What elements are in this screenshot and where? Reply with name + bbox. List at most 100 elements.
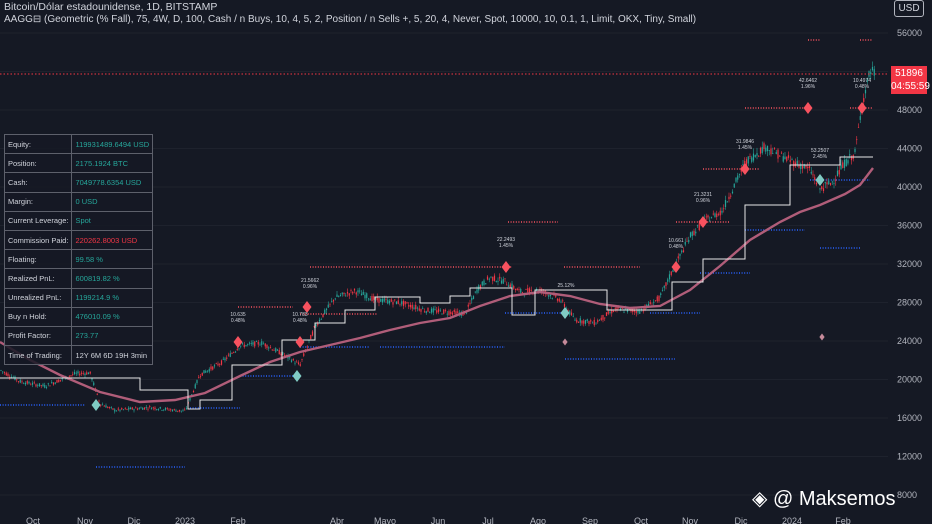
candle-body [388,300,391,304]
candle-body [180,410,182,412]
watermark: ◈ @ Maksemos [752,486,896,511]
time-tick-label: Mayo [374,516,396,524]
candle-body [145,407,147,408]
trade-label-percent: 0.96% [303,284,318,290]
time-tick-label: Feb [835,516,851,524]
candle-body [367,298,370,300]
candle-body [185,408,188,409]
candle-body [773,147,776,149]
candle-body [502,279,504,284]
candle-body [72,373,74,375]
candle-body [44,384,46,388]
candle-body [859,116,861,120]
stats-row: Floating: 99.58 % [3,249,154,270]
candle-body [208,369,210,372]
candle-body [324,309,326,314]
indicator-legend[interactable]: AAGG⊟ (Geometric (% Fall), 75, 4W, D, 10… [4,14,697,25]
candle-body [586,319,588,321]
time-tick-label: Feb [230,516,246,524]
candle-body [469,303,471,304]
candle-body [138,408,140,410]
candle-body [422,308,424,310]
candle-body [761,147,763,154]
candle-body [604,317,606,319]
candle-body [798,164,800,168]
stats-row: Equity: 119931489.6494 USD [3,133,154,155]
candle-body [560,301,562,303]
stats-value: 273.77 [71,325,154,347]
candle-body [632,308,634,313]
candle-body [707,215,709,218]
time-tick-label: Ago [530,516,546,524]
stats-value: 2175.1924 BTC [71,153,154,174]
candle-body [590,320,592,322]
candle-body [98,400,100,402]
candle-body [33,382,35,384]
candle-body [175,410,177,412]
candle-body [658,296,660,302]
candle-body [493,275,496,281]
time-axis[interactable]: Oct Nov Dic 2023 Feb Abr Mayo Jun Jul Ago Sep Oct No… [26,516,851,524]
stats-row: Current Leverage: Spot [3,210,154,231]
stats-table: Equity: 119931489.6494 USD Position: 2175.1… [3,133,154,366]
candle-body [672,270,674,272]
candle-body [520,289,522,293]
candle-body [661,289,664,291]
price-tick-label: 16000 [897,413,922,423]
candle-body [495,281,497,282]
time-tick-label: 2023 [175,516,195,524]
last-price: 51896 [895,68,923,79]
candle-body [206,370,209,372]
candle-body [58,379,60,383]
candle-body [682,250,685,253]
time-tick-label: Abr [330,516,344,524]
trade-label-percent: 0.96% [696,198,711,204]
candle-body [30,384,32,386]
candle-body [173,409,175,410]
candle-body [647,303,650,307]
candle-body [131,407,133,410]
candle-body [233,352,235,353]
candle-body [653,301,655,303]
candle-body [794,162,797,167]
candle-body [133,409,135,411]
candle-body [290,360,293,362]
candle-body [334,298,336,300]
price-axis[interactable]: 5600052000480004400040000360003200028000… [897,28,922,500]
candle-body [313,326,315,328]
candle-body [397,300,399,304]
time-tick-label: Dic [128,516,141,524]
candle-body [299,364,301,366]
candle-body [845,159,847,167]
trade-label-value: 21.5662 [301,278,319,284]
sell-diamond-icon [803,102,813,114]
candle-body [268,347,270,349]
trade-label-percent: 1.96% [801,84,816,90]
candle-body [479,285,482,289]
candle-body [871,66,874,71]
candle-body [815,182,818,185]
candle-body [863,98,865,102]
candle-body [696,225,699,227]
candle-body [369,298,371,301]
candle-body [315,324,317,327]
candle-body [528,288,531,295]
bar-countdown: 04:55:59 [891,81,930,92]
candle-body [415,304,417,310]
candle-body [238,348,240,350]
candle-body [616,307,618,310]
candle-body [810,171,812,174]
candle-body [136,408,139,410]
candle-body [500,280,503,284]
candle-body [283,355,286,356]
candle-body [16,379,18,381]
candle-body [527,288,529,293]
candle-body [243,344,245,348]
currency-button[interactable]: USD [894,0,924,17]
candle-body [91,378,93,381]
candle-body [754,154,756,157]
sell-diamond-icon [302,301,312,313]
candle-body [408,305,410,307]
candle-body [584,320,587,324]
candle-body [562,300,564,302]
